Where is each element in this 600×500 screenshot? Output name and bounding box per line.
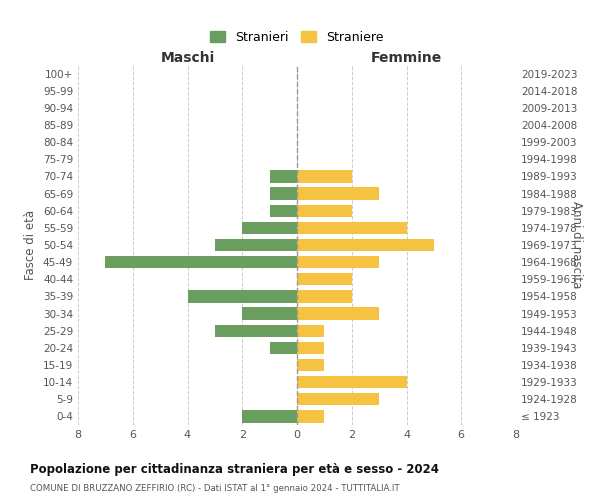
Bar: [242, 222, 297, 234]
Bar: [297, 324, 325, 337]
Bar: [297, 239, 434, 251]
Text: Popolazione per cittadinanza straniera per età e sesso - 2024: Popolazione per cittadinanza straniera p…: [30, 462, 439, 475]
Bar: [297, 410, 325, 422]
Bar: [297, 308, 379, 320]
Y-axis label: Anni di nascita: Anni di nascita: [570, 202, 583, 288]
Bar: [215, 239, 297, 251]
Y-axis label: Fasce di età: Fasce di età: [25, 210, 37, 280]
Bar: [187, 290, 297, 302]
Bar: [297, 273, 352, 285]
Bar: [297, 290, 352, 302]
Bar: [297, 393, 379, 406]
Bar: [269, 342, 297, 354]
Bar: [106, 256, 297, 268]
Bar: [297, 188, 379, 200]
Text: Femmine: Femmine: [371, 51, 442, 65]
Legend: Stranieri, Straniere: Stranieri, Straniere: [204, 24, 390, 50]
Bar: [297, 342, 325, 354]
Bar: [297, 170, 352, 182]
Bar: [297, 376, 407, 388]
Bar: [269, 170, 297, 182]
Text: Maschi: Maschi: [160, 51, 215, 65]
Bar: [242, 308, 297, 320]
Bar: [215, 324, 297, 337]
Bar: [297, 222, 407, 234]
Bar: [242, 410, 297, 422]
Bar: [269, 188, 297, 200]
Bar: [297, 204, 352, 217]
Bar: [297, 256, 379, 268]
Bar: [297, 359, 325, 371]
Text: COMUNE DI BRUZZANO ZEFFIRIO (RC) - Dati ISTAT al 1° gennaio 2024 - TUTTITALIA.IT: COMUNE DI BRUZZANO ZEFFIRIO (RC) - Dati …: [30, 484, 400, 493]
Bar: [269, 204, 297, 217]
